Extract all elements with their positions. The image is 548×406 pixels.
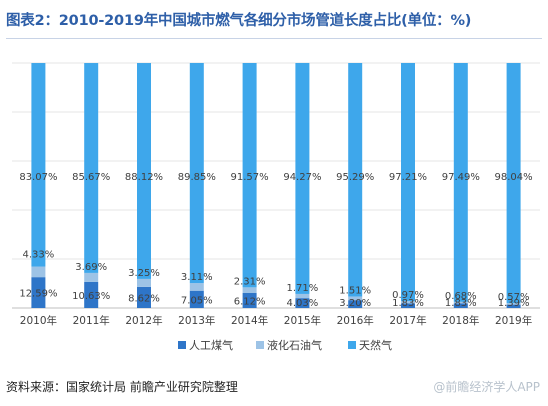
label-coal-gas: 1.83% <box>392 298 424 309</box>
x-tick-label: 2015年 <box>284 314 321 327</box>
bar-natural-gas <box>453 63 468 302</box>
label-natural-gas: 85.67% <box>72 172 110 183</box>
bar-coal-gas <box>295 298 310 308</box>
grid-lines <box>12 62 540 309</box>
bar-natural-gas <box>242 63 257 288</box>
bar-natural-gas <box>137 63 151 279</box>
label-lpg: 0.97% <box>392 290 424 301</box>
bar-coal-gas <box>401 303 415 308</box>
x-axis: 2010年 2011年 2012年 2013年 2014年 2015年 2016年 2017年… <box>20 314 532 327</box>
bar-coal-gas <box>506 304 521 308</box>
label-lpg: 3.11% <box>181 272 213 283</box>
label-coal-gas: 3.20% <box>339 298 371 309</box>
stacked-bar-chart: 12.59% 4.33% 83.07% 10.63% 3.69% 85.67% 8.62% 3… <box>12 62 540 352</box>
label-lpg: 1.71% <box>287 283 319 294</box>
legend-swatch <box>348 341 356 349</box>
label-coal-gas: 8.62% <box>128 293 160 304</box>
label-lpg: 0.57% <box>498 292 530 303</box>
bar-lpg <box>295 293 310 299</box>
label-coal-gas: 12.59% <box>19 289 57 300</box>
bar-natural-gas <box>295 62 310 294</box>
label-natural-gas: 89.85% <box>178 172 216 183</box>
x-tick-label: 2016年 <box>337 314 374 327</box>
label-coal-gas: 4.03% <box>287 298 319 309</box>
bar-natural-gas <box>401 62 415 302</box>
bar-lpg <box>242 287 257 294</box>
x-tick-label: 2011年 <box>73 314 110 327</box>
title-divider <box>6 38 542 39</box>
x-tick-label: 2013年 <box>178 314 215 327</box>
data-labels: 12.59% 4.33% 83.07% 10.63% 3.69% 85.67% 8.62% 3… <box>19 172 532 309</box>
bar-lpg <box>189 283 204 291</box>
bar-coal-gas <box>242 293 257 308</box>
label-lpg: 1.51% <box>339 285 371 296</box>
legend-label: 液化石油气 <box>267 338 322 352</box>
watermark: @前瞻经济学人APP <box>433 380 540 394</box>
bar-lpg <box>137 278 151 287</box>
label-natural-gas: 88.12% <box>125 172 163 183</box>
bar-coal-gas <box>189 290 204 308</box>
bar-coal-gas <box>31 277 46 308</box>
bar-natural-gas <box>84 63 99 273</box>
label-natural-gas: 91.57% <box>231 172 269 183</box>
x-tick-label: 2012年 <box>125 314 162 327</box>
bar-natural-gas <box>506 63 521 304</box>
label-lpg: 3.69% <box>75 262 107 273</box>
x-tick-label: 2010年 <box>20 314 57 327</box>
label-natural-gas: 97.21% <box>389 172 427 183</box>
x-tick-label: 2019年 <box>495 314 532 327</box>
bar-lpg <box>506 303 521 305</box>
bar-lpg <box>84 272 99 282</box>
legend-swatch <box>256 341 264 349</box>
bar-natural-gas <box>348 63 363 297</box>
bars <box>31 62 521 308</box>
label-natural-gas: 98.04% <box>495 172 533 183</box>
label-coal-gas: 1.83% <box>445 298 477 309</box>
bar-lpg <box>401 301 415 304</box>
source-note: 资料来源：国家统计局 前瞻产业研究院整理 <box>6 380 238 394</box>
label-coal-gas: 7.05% <box>181 295 213 306</box>
bar-lpg <box>31 266 46 278</box>
label-natural-gas: 97.49% <box>442 172 480 183</box>
bar-natural-gas <box>31 63 46 267</box>
legend-label: 天然气 <box>359 338 392 352</box>
bar-lpg <box>348 296 363 301</box>
bar-coal-gas <box>137 286 151 308</box>
bar-natural-gas <box>189 62 204 284</box>
label-lpg: 0.68% <box>445 291 477 302</box>
bar-lpg <box>453 301 468 304</box>
label-coal-gas: 1.39% <box>498 298 530 309</box>
bar-coal-gas <box>84 281 99 308</box>
label-coal-gas: 10.63% <box>72 291 110 302</box>
label-coal-gas: 6.12% <box>234 297 266 308</box>
label-natural-gas: 94.27% <box>283 172 321 183</box>
x-tick-label: 2014年 <box>231 314 268 327</box>
x-tick-label: 2018年 <box>442 314 479 327</box>
legend-label: 人工煤气 <box>189 338 233 352</box>
chart-title: 图表2：2010-2019年中国城市燃气各细分市场管道长度占比(单位：%) <box>6 13 472 29</box>
label-lpg: 2.31% <box>234 276 266 287</box>
label-lpg: 3.25% <box>128 268 160 279</box>
bar-coal-gas <box>348 300 363 308</box>
label-natural-gas: 95.29% <box>336 172 374 183</box>
legend: 人工煤气 液化石油气 天然气 <box>178 338 392 352</box>
bar-coal-gas <box>453 303 468 308</box>
x-tick-label: 2017年 <box>389 314 426 327</box>
legend-swatch <box>178 341 186 349</box>
label-natural-gas: 83.07% <box>19 172 57 183</box>
label-lpg: 4.33% <box>23 250 55 261</box>
